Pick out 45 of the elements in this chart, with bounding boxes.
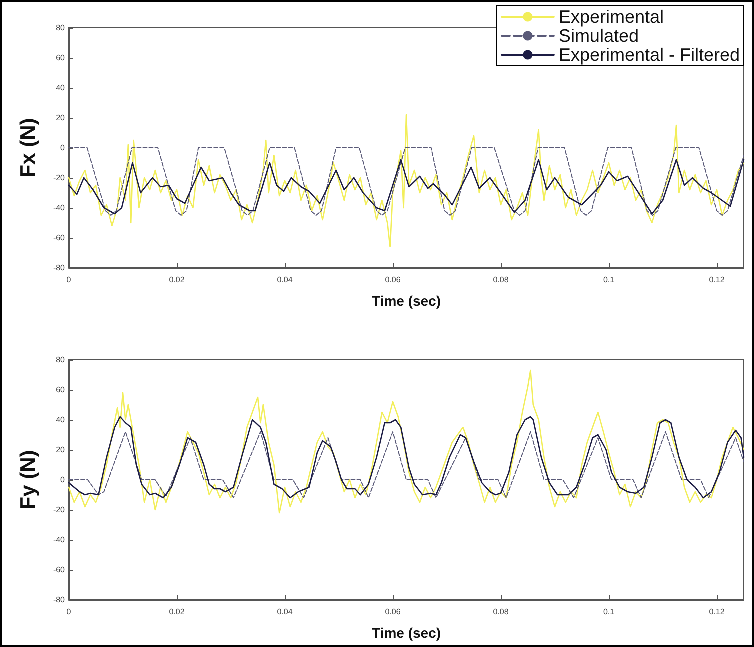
y-tick-label: -80 (53, 596, 66, 604)
y-tick-label: -80 (53, 264, 66, 272)
x-tick-label: 0.06 (385, 276, 402, 284)
x-tick-label: 0.1 (603, 608, 616, 616)
y-tick-label: -20 (53, 506, 66, 514)
y-axis-title: Fy (N) (17, 450, 40, 510)
y-tick-label: -40 (53, 204, 66, 212)
x-tick-label: 0.1 (603, 276, 616, 284)
y-tick-label: 60 (56, 386, 66, 394)
x-tick-label: 0.02 (169, 276, 186, 284)
y-tick-label: -40 (53, 536, 66, 544)
x-axis-title: Time (sec) (372, 625, 441, 641)
x-tick-label: 0.08 (493, 276, 510, 284)
x-tick-label: 0.04 (277, 608, 294, 616)
x-tick-label: 0.06 (385, 608, 402, 616)
y-tick-label: 20 (56, 446, 66, 454)
y-tick-label: -20 (53, 174, 66, 182)
y-tick-label: 80 (56, 24, 66, 32)
y-tick-label: -60 (53, 566, 66, 574)
legend-label: Experimental - Filtered (558, 45, 740, 65)
line-series (68, 148, 744, 216)
y-tick-label: 60 (56, 54, 66, 62)
y-tick-label: -60 (53, 234, 66, 242)
y-tick-label: 20 (56, 114, 66, 122)
y-tick-label: 80 (56, 356, 66, 364)
y-tick-label: 40 (56, 416, 66, 424)
line-series (68, 114, 745, 248)
line-series (68, 370, 745, 514)
line-series (68, 416, 745, 499)
x-tick-label: 0 (66, 608, 72, 616)
x-tick-label: 0.08 (493, 608, 510, 616)
line-series (68, 432, 744, 498)
y-tick-label: 0 (60, 476, 66, 484)
x-tick-label: 0.12 (709, 276, 726, 284)
y-axis-title: Fx (N) (17, 118, 40, 178)
line-series (68, 159, 745, 215)
x-tick-label: 0.04 (277, 276, 294, 284)
x-tick-label: 0 (66, 276, 72, 284)
y-tick-label: 40 (56, 84, 66, 92)
legend-label: Experimental (558, 7, 664, 27)
x-axis-title: Time (sec) (372, 293, 441, 309)
y-tick-label: 0 (60, 144, 66, 152)
legend-label: Simulated (558, 26, 639, 46)
x-tick-label: 0.12 (709, 608, 726, 616)
x-tick-label: 0.02 (169, 608, 186, 616)
